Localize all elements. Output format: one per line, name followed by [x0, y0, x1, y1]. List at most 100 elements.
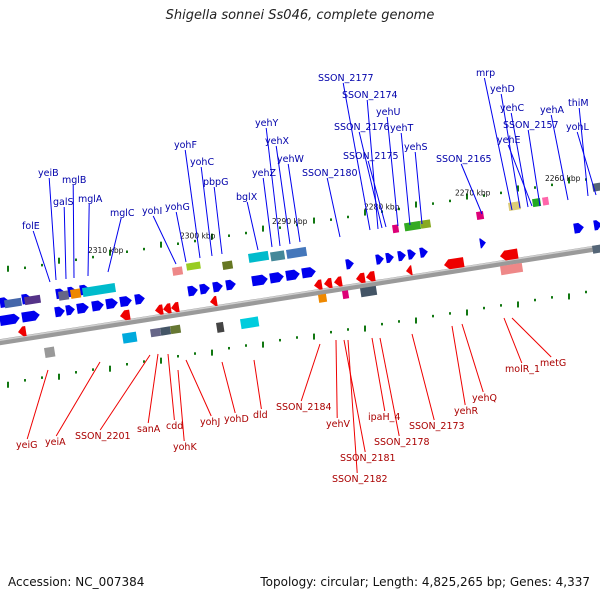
feature-box: [150, 327, 162, 338]
label-leader-line: [507, 144, 533, 207]
gene-label-yehC: yehC: [500, 103, 524, 114]
label-leader-line: [367, 160, 387, 228]
gene-label-mglA: mglA: [78, 194, 103, 205]
gene-label-SSON_2173: SSON_2173: [409, 421, 465, 432]
feature-box: [476, 210, 485, 220]
gene-label-molR_1: molR_1: [505, 364, 540, 375]
gene-label-yehR: yehR: [454, 406, 478, 417]
label-leader-line: [107, 217, 122, 273]
forward-gene-arrow: [593, 220, 600, 231]
feature-box: [542, 196, 550, 206]
gene-label-yohI: yohI: [142, 206, 162, 217]
feature-box: [359, 285, 378, 298]
label-leader-line: [152, 215, 177, 265]
label-leader-line: [262, 177, 273, 248]
label-leader-line: [576, 131, 597, 196]
gene-label-yehT: yehT: [390, 123, 413, 134]
gene-label-dld: dld: [253, 410, 268, 421]
gene-label-yehQ: yehQ: [472, 393, 497, 404]
gene-label-mrp: mrp: [476, 68, 495, 79]
feature-box: [341, 290, 350, 300]
label-leader-line: [366, 99, 379, 230]
label-leader-line: [167, 353, 175, 421]
feature-box: [404, 220, 422, 232]
label-leader-line: [275, 145, 291, 245]
gene-label-yehD: yehD: [490, 84, 515, 95]
forward-gene-arrow: [91, 300, 104, 312]
gene-label-yohL: yohL: [566, 122, 589, 133]
lower-label-leaders: [26, 317, 552, 474]
gene-label-yehW: yehW: [277, 154, 304, 165]
gene-label-yohK: yohK: [173, 442, 197, 453]
reverse-gene-arrow: [500, 248, 519, 261]
feature-box: [592, 244, 600, 254]
forward-gene-arrow: [345, 259, 354, 270]
feature-box: [499, 262, 524, 276]
gene-label-SSON_2177: SSON_2177: [318, 73, 374, 84]
gene-label-yehV: yehV: [326, 419, 350, 430]
reverse-gene-arrow: [155, 304, 164, 315]
label-leader-line: [184, 149, 201, 259]
feature-box: [24, 294, 42, 306]
label-leader-line: [300, 343, 321, 402]
feature-box: [160, 326, 172, 336]
gene-label-mglC: mglC: [110, 208, 135, 219]
label-leader-line: [87, 203, 90, 277]
gene-label-SSON_2180: SSON_2180: [302, 168, 358, 179]
page-title: Shigella sonnei Ss046, complete genome: [165, 8, 435, 23]
gene-label-SSON_2175: SSON_2175: [343, 151, 399, 162]
label-leader-line: [185, 359, 212, 417]
gene-label-folE: folE: [22, 221, 40, 232]
gene-label-yehS: yehS: [404, 142, 428, 153]
label-leader-line: [213, 186, 223, 255]
label-leader-line: [358, 131, 383, 229]
gene-label-SSON_2176: SSON_2176: [334, 122, 390, 133]
forward-gene-arrow: [212, 281, 223, 293]
label-leader-line: [510, 112, 529, 208]
gene-label-mglB: mglB: [62, 175, 86, 186]
gene-label-SSON_2184: SSON_2184: [276, 402, 332, 413]
feature-box: [44, 346, 56, 358]
label-leader-line: [147, 353, 159, 424]
feature-box: [70, 288, 82, 299]
gene-label-yehA: yehA: [540, 105, 564, 116]
rrna-block: [248, 250, 270, 263]
label-leader-line: [460, 163, 483, 215]
forward-gene-arrow: [65, 305, 75, 316]
reverse-gene-arrow: [366, 271, 376, 282]
gene-label-galS: galS: [53, 197, 74, 208]
reverse-gene-arrow: [444, 257, 465, 270]
kbp-label: 2260 kbp: [545, 174, 581, 183]
reverse-gene-arrow: [163, 303, 172, 314]
label-leader-line: [200, 166, 213, 257]
label-leader-line: [55, 361, 101, 437]
label-leader-line: [246, 201, 259, 251]
reverse-gene-arrow: [18, 325, 27, 337]
forward-gene-arrow: [199, 283, 210, 295]
gene-label-SSON_2178: SSON_2178: [374, 437, 430, 448]
gene-label-SSON_2157: SSON_2157: [503, 120, 559, 131]
label-leader-line: [386, 116, 399, 227]
label-leader-line: [48, 177, 57, 281]
lower-gene-labels: yeiG yeiA SSON_2201 sanA cdd yohK yohJ yohD dld S…: [16, 358, 566, 485]
feature-box: [3, 297, 23, 309]
forward-gene-arrow: [285, 269, 300, 281]
forward-gene-arrow: [397, 250, 406, 262]
gene-label-yehY: yehY: [255, 118, 278, 129]
accession-text: Accession: NC_007384: [8, 575, 145, 589]
gene-label-yehU: yehU: [376, 107, 400, 118]
gene-label-yeiB: yeiB: [38, 168, 59, 179]
forward-gene-arrow: [76, 302, 89, 314]
gene-label-yehZ: yehZ: [252, 168, 276, 179]
feature-box: [270, 250, 286, 262]
gene-label-SSON_2201: SSON_2201: [75, 431, 131, 442]
gene-label-yehX: yehX: [265, 136, 289, 147]
forward-gene-arrow: [385, 252, 394, 264]
gene-label-SSON_2174: SSON_2174: [342, 90, 398, 101]
forward-gene-arrow: [375, 254, 384, 265]
kbp-label: 2300 kbp: [180, 232, 216, 241]
forward-gene-arrow: [419, 247, 428, 258]
rrna-block: [81, 282, 116, 297]
tick-row-lower: [7, 290, 587, 388]
gene-label-SSON_2165: SSON_2165: [436, 154, 492, 165]
